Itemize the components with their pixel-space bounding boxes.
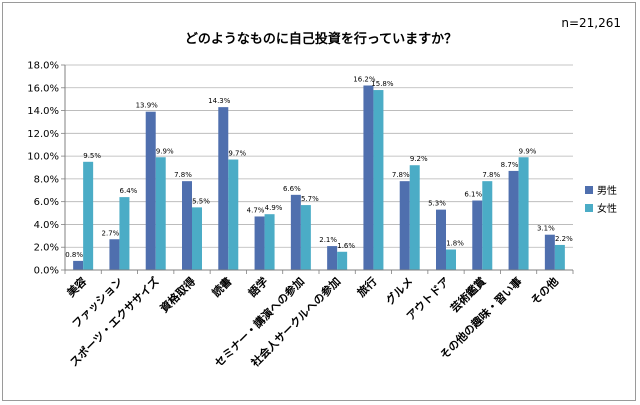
bar-female: [518, 157, 529, 270]
bar-chart: どのようなものに自己投資を行っていますか？ n=21,261 0.0% 2.0% 4…: [27, 16, 621, 370]
bar-female: [409, 165, 420, 270]
data-label: 2.7%: [102, 229, 120, 237]
data-label: 7.8%: [482, 171, 500, 179]
bar-male: [327, 246, 338, 270]
chart-title: どのようなものに自己投資を行っていますか？: [185, 31, 457, 47]
legend-swatch: [585, 186, 593, 194]
data-label: 6.6%: [283, 185, 301, 193]
y-tick-label: 14.0%: [27, 106, 59, 117]
legend-label: 男性: [597, 184, 617, 197]
data-label: 3.1%: [537, 225, 555, 233]
axes: [64, 65, 574, 274]
bar-male: [254, 216, 265, 270]
data-label: 2.1%: [319, 236, 337, 244]
data-label: 9.9%: [519, 147, 537, 155]
data-label: 6.1%: [464, 191, 482, 199]
bar-female: [337, 251, 348, 270]
bar-female: [446, 249, 456, 270]
y-tick-label: 0.0%: [34, 266, 59, 277]
data-label: 15.8%: [371, 80, 394, 88]
bar-male: [145, 111, 156, 270]
bar-female: [192, 207, 202, 270]
data-label: 7.8%: [392, 171, 410, 179]
bar-female: [300, 205, 311, 270]
data-label: 4.7%: [247, 206, 265, 214]
x-category-label: 語学: [245, 274, 270, 299]
x-category-label: その他: [528, 274, 561, 307]
bar-male: [436, 209, 446, 270]
data-label: 2.2%: [555, 235, 573, 243]
bar-male: [109, 239, 120, 270]
bar-male: [290, 194, 301, 270]
bar-male: [508, 170, 519, 270]
data-label: 5.3%: [428, 200, 446, 208]
x-category-label: グルメ: [383, 274, 416, 307]
y-tick-label: 18.0%: [27, 61, 59, 72]
bar-female: [373, 90, 384, 270]
bar-male: [544, 234, 555, 270]
data-label: 4.9%: [265, 204, 283, 212]
bar-male: [218, 107, 229, 270]
y-tick-label: 16.0%: [27, 83, 59, 94]
x-category-label: 美容: [64, 274, 89, 299]
bar-male: [73, 260, 84, 270]
chart-frame: どのようなものに自己投資を行っていますか？ n=21,261 0.0% 2.0% 4…: [2, 2, 636, 401]
bar-male: [472, 200, 483, 270]
bar-male: [363, 85, 374, 270]
gridlines: [65, 64, 573, 248]
data-label: 8.7%: [501, 161, 519, 169]
bar-male: [182, 181, 192, 270]
bars: [73, 85, 565, 270]
x-category-label: 資格取得: [157, 274, 198, 315]
y-tick-label: 8.0%: [34, 174, 59, 185]
data-label: 1.6%: [337, 242, 355, 250]
data-label: 1.8%: [446, 240, 464, 248]
y-axis-ticks: 0.0% 2.0% 4.0% 6.0% 8.0% 10.0% 12.0% 14.0% 16.0%…: [27, 61, 65, 277]
data-label: 9.7%: [228, 150, 246, 158]
data-label: 13.9%: [136, 102, 159, 110]
bar-female: [264, 214, 275, 270]
x-category-label: 読書: [209, 274, 234, 299]
y-tick-label: 10.0%: [27, 152, 59, 163]
bar-female: [119, 197, 130, 270]
data-label: 0.8%: [65, 251, 83, 259]
data-label: 7.8%: [174, 171, 192, 179]
y-tick-label: 2.0%: [34, 243, 59, 254]
data-label: 6.4%: [120, 187, 138, 195]
data-label: 9.2%: [410, 155, 428, 163]
bar-female: [83, 161, 94, 270]
y-tick-label: 4.0%: [34, 220, 59, 231]
legend-label: 女性: [597, 202, 617, 215]
legend-swatch: [585, 204, 593, 212]
bar-female: [554, 244, 565, 270]
y-tick-label: 6.0%: [34, 197, 59, 208]
data-labels: 0.8% 9.5% 2.7% 6.4% 13.9% 9.9% 7.8% 5.5% 14.3% 9.…: [65, 76, 573, 259]
bar-female: [155, 157, 166, 270]
bar-male: [399, 181, 410, 270]
bar-female: [482, 181, 493, 270]
data-label: 5.7%: [301, 195, 319, 203]
data-label: 16.2%: [353, 76, 376, 84]
data-label: 9.5%: [83, 152, 101, 160]
data-label: 5.5%: [192, 197, 210, 205]
y-tick-label: 12.0%: [27, 129, 59, 140]
bar-female: [228, 159, 239, 270]
x-category-label: 旅行: [354, 274, 379, 299]
data-label: 14.3%: [208, 97, 231, 105]
sample-size: n=21,261: [561, 16, 621, 30]
data-label: 9.9%: [156, 147, 174, 155]
